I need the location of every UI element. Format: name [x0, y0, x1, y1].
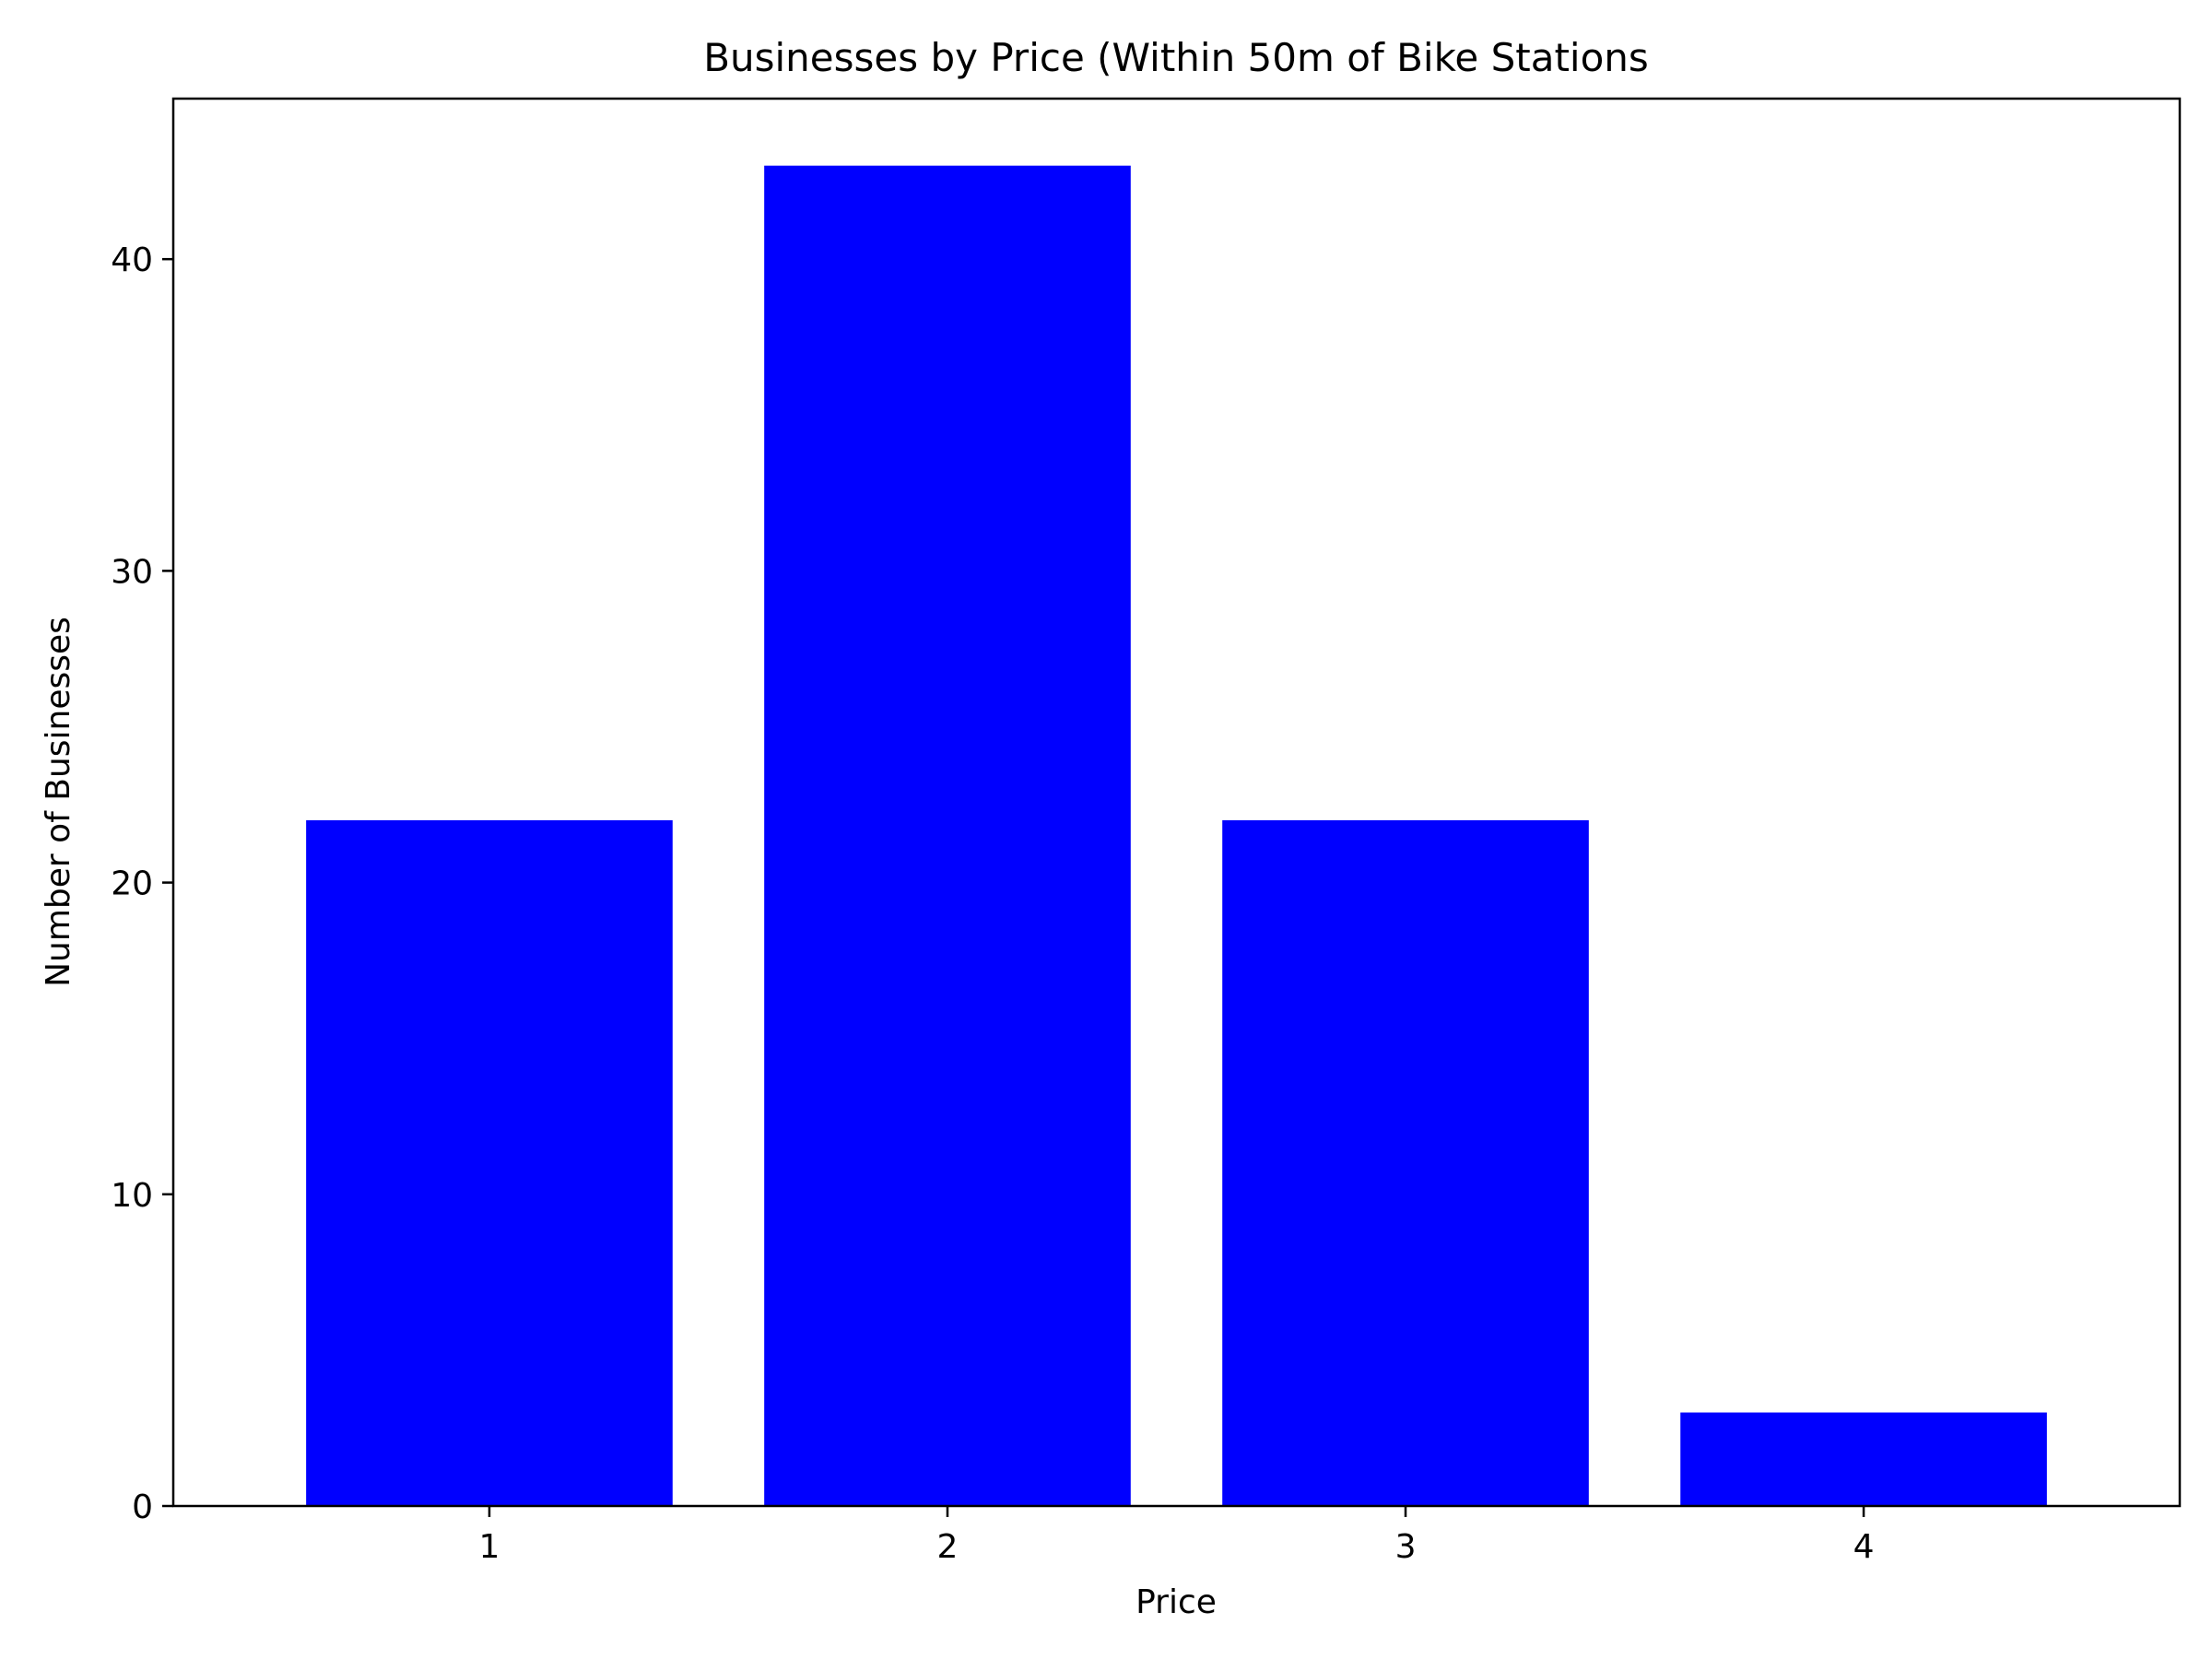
y-tick-label: 30	[111, 553, 153, 591]
plot-area-frame	[171, 97, 2182, 1508]
x-axis-label: Price	[1135, 1583, 1217, 1621]
y-axis-label: Number of Businesses	[40, 617, 77, 987]
y-tick-label: 40	[111, 241, 153, 279]
chart-title: Businesses by Price (Within 50m of Bike …	[703, 35, 1649, 80]
bars-layer	[306, 165, 2047, 1507]
bar-price-4	[1680, 1412, 2047, 1506]
x-tick-label: 2	[937, 1528, 959, 1566]
bar-price-3	[1222, 819, 1589, 1506]
y-tick-label: 10	[111, 1177, 153, 1215]
x-tick-label: 4	[1853, 1528, 1875, 1566]
x-tick-label: 3	[1395, 1528, 1417, 1566]
bar-price-2	[764, 165, 1131, 1507]
y-tick-label: 20	[111, 865, 153, 903]
y-tick-label: 0	[132, 1488, 153, 1526]
x-tick-label: 1	[478, 1528, 500, 1566]
bar-price-1	[306, 819, 673, 1506]
